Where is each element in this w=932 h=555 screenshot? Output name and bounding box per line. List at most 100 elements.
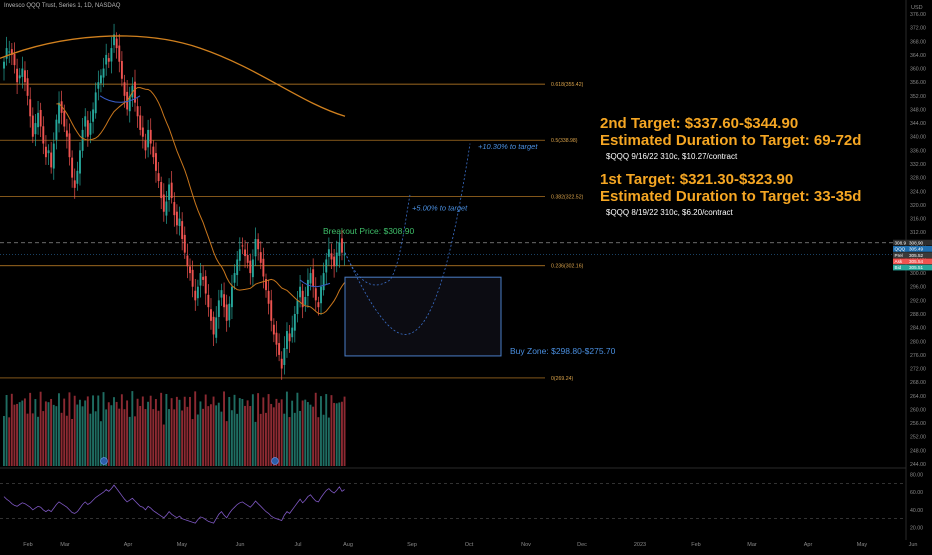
candle-body	[267, 290, 270, 304]
candle-body	[147, 129, 150, 148]
volume-bar	[186, 406, 189, 466]
price-label-value: 305.49	[909, 247, 923, 252]
candle-body	[210, 309, 212, 321]
candle-body	[81, 129, 84, 151]
volume-bar	[144, 409, 147, 466]
volume-bar	[241, 398, 244, 466]
candle-body	[228, 303, 231, 321]
y-tick-label: 312.00	[910, 230, 926, 236]
volume-bar	[215, 405, 218, 466]
candle-body	[63, 110, 66, 127]
volume-bar	[152, 409, 155, 466]
candle-body	[335, 252, 338, 266]
candle-body	[118, 45, 121, 62]
pct5-label: +5.00% to target	[412, 203, 468, 212]
candle-body	[204, 276, 207, 294]
candle-body	[301, 290, 304, 308]
x-tick-label: Jul	[294, 542, 301, 548]
y-tick-label: 244.00	[910, 462, 926, 468]
volume-bar	[204, 394, 207, 466]
volume-bar	[272, 407, 275, 466]
x-tick-label: Aug	[343, 542, 353, 548]
candle-body	[31, 115, 34, 137]
volume-bar	[278, 402, 280, 466]
moving-average-blue	[99, 95, 141, 103]
price-label-box	[906, 258, 932, 265]
volume-bar	[118, 408, 121, 466]
target2-duration: Estimated Duration to Target: 69-72d	[600, 132, 862, 149]
candle-body	[189, 266, 191, 274]
candle-body	[162, 194, 165, 212]
volume-bar	[194, 391, 197, 466]
volume-bar	[236, 413, 239, 466]
rsi-line	[3, 484, 345, 524]
candle-body	[34, 123, 37, 135]
candle-body	[139, 115, 142, 130]
volume-bar	[16, 403, 18, 466]
candle-body	[183, 234, 186, 253]
candle-body	[8, 51, 11, 53]
candle-body	[152, 146, 155, 158]
candle-body	[246, 254, 249, 263]
symbol-header: Invesco QQQ Trust, Series 1, 1D, NASDAQ	[4, 3, 121, 9]
volume-bar	[5, 394, 8, 466]
candle-body	[223, 294, 226, 308]
buy-zone-label: Buy Zone: $298.80-$275.70	[510, 346, 616, 356]
buy-zone-box	[344, 276, 502, 357]
target2-block: 2nd Target: $337.60-$344.90 Estimated Du…	[600, 115, 861, 161]
candle-body	[144, 140, 147, 151]
volume-bar	[178, 399, 181, 466]
y-tick-label: 340.00	[910, 135, 926, 141]
candle-body	[26, 78, 29, 96]
volume-bar	[8, 417, 11, 466]
volume-bar	[105, 409, 108, 466]
price-label-tag	[893, 258, 906, 265]
candle-body	[341, 238, 343, 253]
candle-body	[107, 58, 110, 62]
price-label-name: Prel	[895, 253, 903, 258]
volume-bar	[134, 416, 136, 466]
candle-body	[86, 120, 89, 137]
fib-level-label: 0.618(355.42)	[551, 82, 584, 88]
fib-level-label: 0.382(322.52)	[551, 194, 584, 200]
volume-bar	[238, 398, 241, 466]
candle-body	[270, 300, 273, 321]
volume-bar	[335, 403, 338, 466]
price-label-name: QQQ	[895, 247, 906, 252]
candle-body	[136, 106, 139, 117]
candle-body	[42, 126, 45, 144]
volume-bar	[246, 400, 249, 466]
candle-body	[3, 61, 5, 69]
volume-bar	[244, 405, 246, 466]
volume-bar	[267, 394, 270, 466]
candle-body	[50, 152, 53, 168]
candle-body	[131, 85, 134, 98]
y-tick-label: 268.00	[910, 380, 926, 386]
volume-bar	[162, 424, 165, 466]
volume-bar	[10, 393, 13, 466]
volume-bar	[196, 414, 199, 466]
candle-body	[16, 68, 19, 83]
dividend-marker	[271, 457, 279, 465]
y-tick-label: 284.00	[910, 326, 926, 332]
volume-bar	[136, 398, 139, 466]
y-tick-label: 328.00	[910, 176, 926, 182]
y-tick-label: 324.00	[910, 189, 926, 195]
volume-bar	[168, 409, 170, 466]
volume-bar	[270, 403, 273, 466]
volume-bar	[113, 397, 115, 466]
volume-bar	[175, 396, 178, 466]
y-tick-label: 260.00	[910, 407, 926, 413]
candle-body	[24, 70, 26, 83]
y-tick-label: 356.00	[910, 80, 926, 86]
price-label-tag	[893, 252, 906, 258]
candle-body	[322, 273, 325, 291]
candle-body	[280, 358, 283, 369]
candle-body	[225, 304, 228, 321]
candle-body	[149, 129, 152, 144]
pct10-label: +10.30% to target	[478, 142, 538, 151]
y-tick-label: 352.00	[910, 94, 926, 100]
volume-bar	[107, 402, 110, 466]
